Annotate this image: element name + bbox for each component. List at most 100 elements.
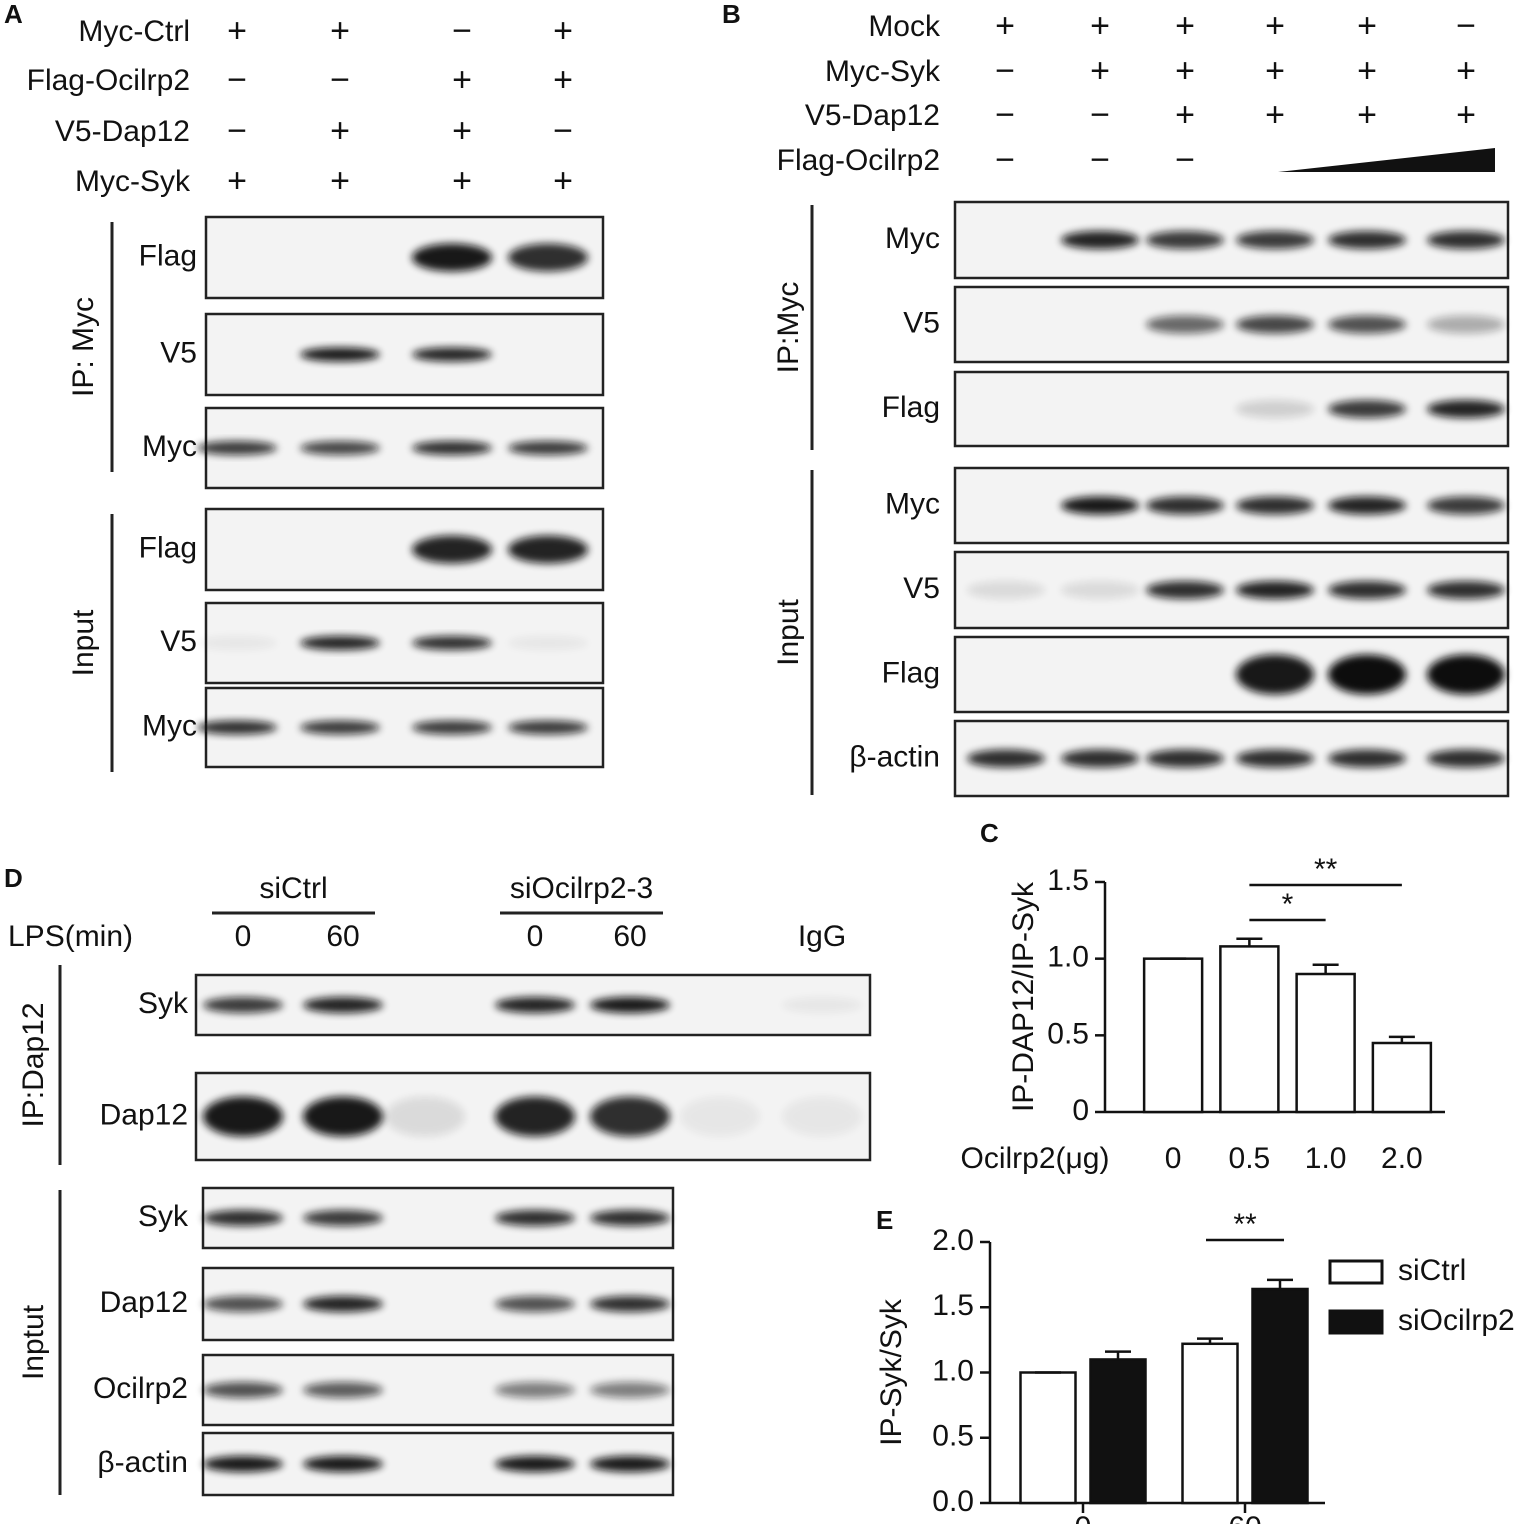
condition-mark: − bbox=[1090, 96, 1110, 134]
band bbox=[1061, 749, 1139, 768]
blot-label: β-actin bbox=[97, 1446, 188, 1479]
y-tick-label: 1.5 bbox=[932, 1289, 974, 1322]
band bbox=[1427, 749, 1505, 768]
bar bbox=[1219, 945, 1280, 1114]
band bbox=[590, 1382, 670, 1398]
x-tick-label: 0 bbox=[1165, 1142, 1182, 1175]
band bbox=[508, 441, 588, 455]
band bbox=[1146, 496, 1224, 515]
band bbox=[1146, 749, 1224, 768]
band bbox=[508, 243, 588, 272]
band bbox=[495, 997, 575, 1013]
band bbox=[412, 636, 492, 650]
blot bbox=[953, 200, 1510, 280]
y-tick-label: 1.5 bbox=[1047, 864, 1089, 897]
condition-mark: + bbox=[330, 12, 350, 50]
legend-swatch bbox=[1328, 1259, 1384, 1285]
x-tick-label: 60 bbox=[1228, 1511, 1261, 1524]
band bbox=[590, 1210, 670, 1226]
blot bbox=[204, 312, 605, 397]
x-tick-label: 2.0 bbox=[1381, 1142, 1423, 1175]
condition-label: Myc-Syk bbox=[825, 55, 941, 88]
y-tick-label: 0.0 bbox=[932, 1485, 974, 1518]
band bbox=[303, 1456, 383, 1472]
blot-label: β-actin bbox=[849, 740, 940, 773]
blot-label: Syk bbox=[138, 1200, 189, 1233]
band bbox=[300, 636, 380, 650]
blot-label: Myc bbox=[142, 430, 197, 463]
band bbox=[1328, 400, 1406, 418]
condition-mark: + bbox=[553, 12, 573, 50]
bar bbox=[1371, 1041, 1433, 1114]
group-label: IP: Myc bbox=[67, 297, 100, 397]
band bbox=[590, 1096, 670, 1137]
band bbox=[203, 997, 283, 1013]
panel-label: C bbox=[980, 818, 999, 848]
blot-label: V5 bbox=[160, 336, 197, 369]
band bbox=[967, 581, 1045, 599]
band bbox=[203, 1296, 283, 1312]
significance-label: * bbox=[1282, 888, 1294, 921]
blot-label: V5 bbox=[160, 625, 197, 658]
x-tick-label: 0.5 bbox=[1229, 1142, 1271, 1175]
band bbox=[1061, 581, 1139, 599]
blot bbox=[953, 370, 1510, 448]
condition-mark: − bbox=[1090, 141, 1110, 179]
band bbox=[590, 997, 670, 1013]
condition-mark: + bbox=[1456, 52, 1476, 90]
condition-mark: + bbox=[1357, 96, 1377, 134]
band bbox=[203, 1382, 283, 1398]
bar bbox=[1295, 972, 1356, 1114]
band bbox=[495, 1382, 575, 1398]
condition-mark: + bbox=[1265, 96, 1285, 134]
condition-mark: + bbox=[227, 12, 247, 50]
band bbox=[197, 636, 277, 650]
band bbox=[495, 1456, 575, 1472]
control-label: IgG bbox=[798, 920, 846, 953]
band bbox=[203, 1096, 283, 1137]
band bbox=[1236, 749, 1314, 768]
blot-label: Myc bbox=[885, 222, 940, 255]
band bbox=[412, 243, 492, 272]
band bbox=[1328, 581, 1406, 599]
condition-mark: + bbox=[995, 7, 1015, 45]
condition-label: Myc-Syk bbox=[75, 165, 191, 198]
y-tick-label: 1.0 bbox=[932, 1354, 974, 1387]
condition-mark: − bbox=[330, 61, 350, 99]
x-tick-label: 1.0 bbox=[1305, 1142, 1347, 1175]
band bbox=[680, 1096, 760, 1137]
condition-mark: − bbox=[452, 12, 472, 50]
y-tick-label: 1.0 bbox=[1047, 941, 1089, 974]
band bbox=[1236, 654, 1314, 695]
band bbox=[203, 1456, 283, 1472]
band bbox=[508, 535, 588, 564]
condition-mark: + bbox=[1265, 7, 1285, 45]
condition-label: Flag-Ocilrp2 bbox=[777, 144, 940, 177]
time-value: 0 bbox=[527, 920, 544, 953]
condition-mark: − bbox=[553, 112, 573, 150]
band bbox=[412, 441, 492, 455]
time-value: 60 bbox=[326, 920, 359, 953]
condition-label: V5-Dap12 bbox=[55, 115, 190, 148]
condition-mark: − bbox=[1175, 141, 1195, 179]
error-bar bbox=[1267, 1278, 1293, 1289]
condition-label: V5-Dap12 bbox=[805, 99, 940, 132]
y-axis-label: IP-Syk/Syk bbox=[875, 1298, 908, 1446]
blot bbox=[953, 550, 1510, 630]
panel-label: A bbox=[4, 0, 23, 29]
band bbox=[508, 720, 588, 735]
band bbox=[590, 1456, 670, 1472]
condition-mark: − bbox=[227, 61, 247, 99]
condition-mark: + bbox=[1175, 52, 1195, 90]
treatment-label: siOcilrp2-3 bbox=[510, 872, 653, 905]
band bbox=[300, 347, 380, 362]
blot-label: V5 bbox=[903, 572, 940, 605]
band bbox=[1146, 231, 1224, 249]
band bbox=[1427, 315, 1505, 334]
panel-label: D bbox=[4, 863, 23, 893]
dose-wedge bbox=[1278, 148, 1495, 172]
band bbox=[1146, 581, 1224, 599]
band bbox=[1427, 496, 1505, 515]
band bbox=[412, 347, 492, 362]
condition-mark: + bbox=[227, 162, 247, 200]
